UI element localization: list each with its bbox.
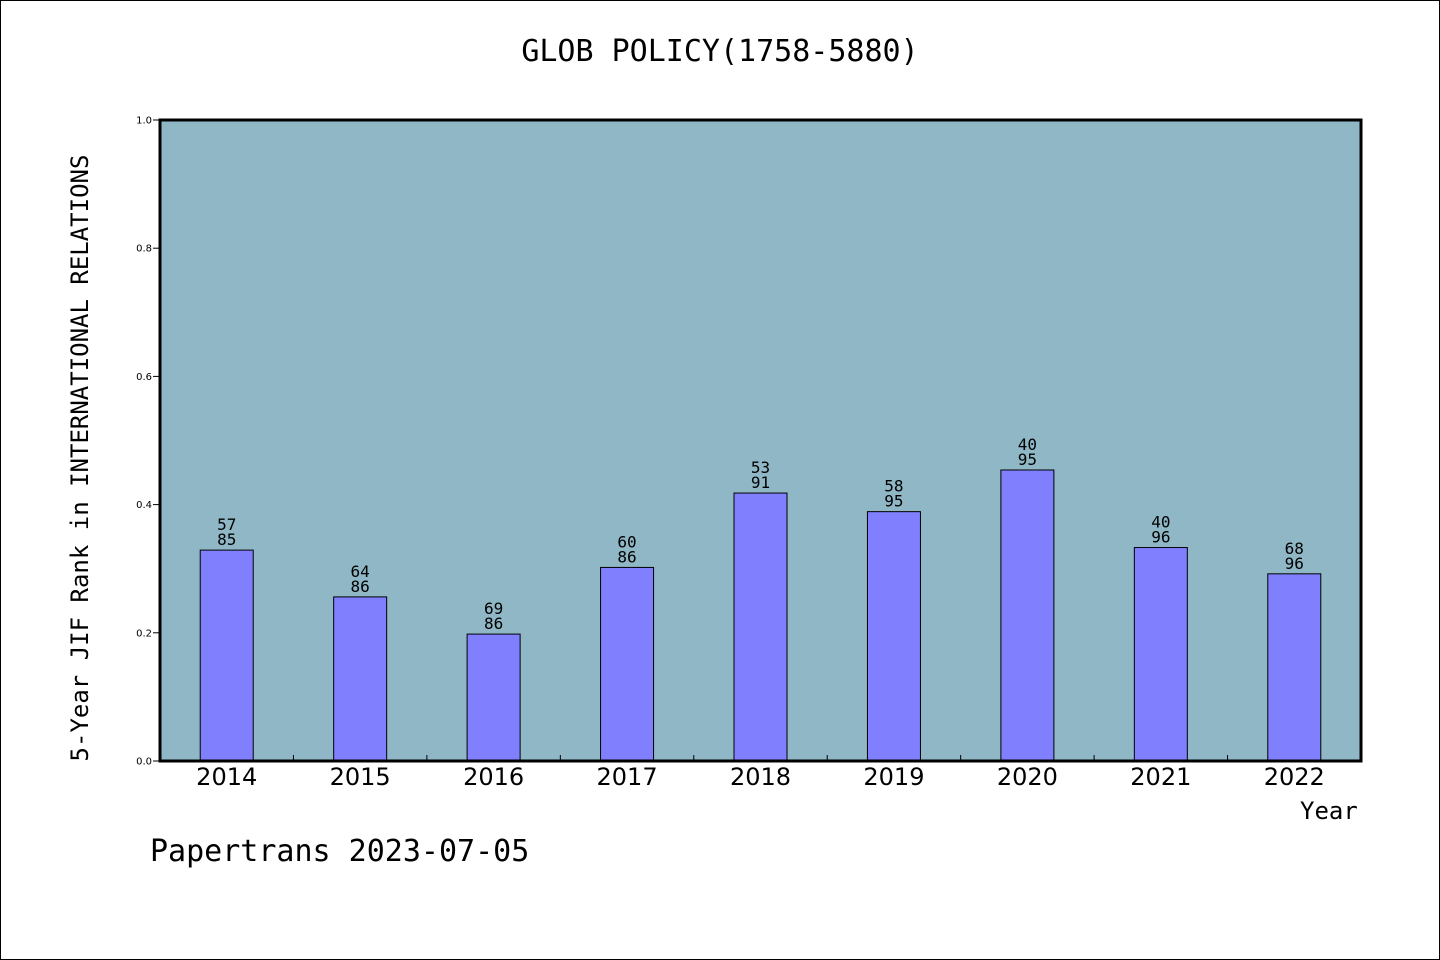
x-tick-label: 2016 — [463, 763, 524, 791]
bar-label-rank: 60 — [617, 532, 636, 551]
bar-label-total: 86 — [484, 614, 503, 633]
bar-label-total: 96 — [1151, 528, 1170, 547]
bar-label-rank: 58 — [884, 477, 903, 496]
bar-label-total: 86 — [617, 547, 636, 566]
y-tick-label: 0.0 — [136, 757, 152, 768]
bar-2015 — [333, 596, 388, 762]
bar-label-total: 86 — [351, 577, 370, 596]
bar-label-rank: 53 — [751, 458, 770, 477]
bar-label-rank: 57 — [217, 515, 236, 534]
chart-title: GLOB POLICY(1758-5880) — [521, 34, 919, 69]
bar-label-total: 95 — [884, 492, 903, 511]
bar-2020 — [1000, 469, 1055, 762]
y-tick-label: 1.0 — [136, 116, 152, 127]
x-axis-ticks: 2014 2015 2016 2017 2018 2019 2020 2021 2022 — [196, 755, 1325, 791]
x-tick-label: 2014 — [196, 763, 257, 791]
bar-label-rank: 40 — [1151, 513, 1170, 532]
x-tick-label: 2022 — [1264, 763, 1325, 791]
bar-2014 — [199, 549, 254, 762]
x-axis-label: Year — [1300, 797, 1358, 825]
bar-2018 — [733, 492, 788, 762]
x-tick-label: 2020 — [997, 763, 1058, 791]
x-tick-label: 2018 — [730, 763, 791, 791]
bar-2017 — [600, 566, 655, 762]
bar-label-rank: 69 — [484, 599, 503, 618]
bar-label-rank: 40 — [1018, 435, 1037, 454]
bar-label-total: 96 — [1285, 554, 1304, 573]
bar-2019 — [866, 511, 921, 762]
y-axis-ticks: 0.0 0.2 0.4 0.6 0.8 1.0 — [136, 116, 160, 768]
bar-label-rank: 68 — [1285, 539, 1304, 558]
y-tick-label: 0.2 — [136, 628, 152, 639]
bars — [199, 469, 1322, 762]
y-tick-label: 0.8 — [136, 244, 152, 255]
x-tick-label: 2015 — [330, 763, 391, 791]
footer-text: Papertrans 2023-07-05 — [150, 834, 530, 869]
bar-label-rank: 64 — [351, 562, 370, 581]
y-tick-label: 0.6 — [136, 372, 152, 383]
bar-2022 — [1267, 573, 1322, 762]
x-tick-label: 2019 — [863, 763, 924, 791]
x-tick-label: 2021 — [1130, 763, 1191, 791]
x-tick-label: 2017 — [597, 763, 658, 791]
plot-border — [158, 118, 1363, 763]
bar-label-total: 91 — [751, 473, 770, 492]
bar-2021 — [1133, 547, 1188, 762]
y-tick-label: 0.4 — [136, 500, 152, 511]
bar-label-total: 85 — [217, 530, 236, 549]
bar-label-total: 95 — [1018, 450, 1037, 469]
bar-2016 — [466, 633, 521, 762]
